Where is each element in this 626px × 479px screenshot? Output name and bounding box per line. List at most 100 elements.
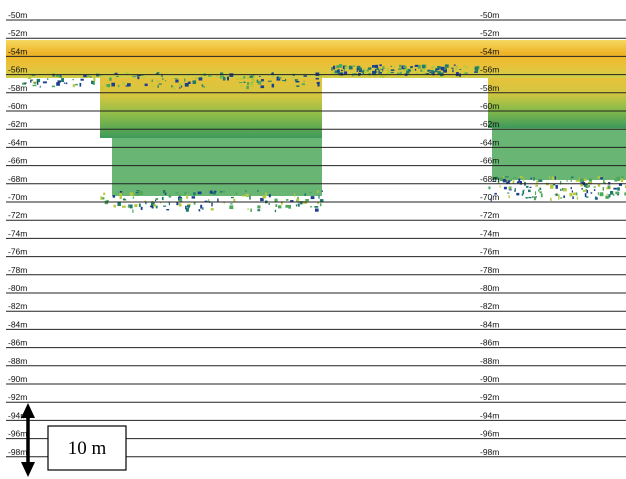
signal-speckle [65,82,68,85]
signal-speckle [184,78,186,82]
signal-speckle [424,64,427,69]
signal-speckle [172,86,175,90]
depth-label: -92m [8,392,27,402]
signal-speckle [290,200,294,203]
depth-label: -82m [8,301,27,311]
signal-speckle [161,196,164,201]
signal-speckle [452,69,454,73]
signal-speckle [588,178,593,182]
signal-speckle [575,192,578,196]
signal-speckle [521,193,524,196]
signal-speckle [285,79,287,82]
depth-label: -88m [480,356,499,366]
depth-label: -68m [480,174,499,184]
signal-speckle [233,198,236,202]
signal-speckle [30,79,32,83]
signal-speckle [178,83,182,87]
signal-speckle [603,180,605,184]
signal-speckle [187,203,191,206]
signal-speckle [356,70,358,72]
signal-speckle [334,70,339,74]
signal-speckle [584,183,588,187]
signal-speckle [239,82,242,84]
signal-speckle [602,187,604,191]
signal-speckle [208,75,212,77]
depth-label: -52m [8,28,27,38]
signal-speckle [250,208,252,212]
signal-speckle [508,186,511,189]
signal-speckle [340,69,343,72]
signal-speckle [613,193,615,196]
signal-speckle [286,199,289,201]
signal-speckle [414,68,417,71]
signal-speckle [425,73,430,75]
signal-speckle [315,208,319,212]
signal-speckle [137,76,140,80]
signal-speckle [275,204,278,207]
signal-speckle [319,75,322,78]
signal-speckle [204,200,208,202]
signal-speckle [132,75,137,78]
depth-label: -82m [480,301,499,311]
depth-label: -60m [8,101,27,111]
signal-speckle [421,69,425,72]
signal-speckle [435,68,438,72]
depth-label: -68m [8,174,27,184]
signal-speckle [116,75,119,77]
signal-speckle [586,196,589,198]
signal-speckle [502,178,506,183]
signal-speckle [570,176,574,178]
signal-speckle [342,65,345,70]
deep-scatter-points [22,64,626,213]
signal-speckle [378,72,381,74]
signal-speckle [316,81,320,84]
signal-speckle [151,202,155,207]
signal-speckle [618,183,622,186]
signal-speckle [276,76,281,81]
signal-speckle [363,69,368,73]
depth-label: -90m [8,374,27,384]
signal-speckle [533,177,535,181]
signal-speckle [615,191,620,195]
signal-speckle [617,187,620,191]
depth-label: -80m [480,283,499,293]
signal-speckle [576,196,579,200]
signal-speckle [492,180,496,182]
signal-speckle [93,77,96,82]
signal-speckle [36,78,41,83]
signal-speckle [106,84,111,88]
depth-label: -74m [480,228,499,238]
signal-speckle [356,68,361,71]
signal-speckle [124,72,129,75]
signal-speckle [229,205,234,210]
signal-speckle [257,205,261,209]
signal-speckle [103,192,106,196]
signal-speckle [239,78,244,80]
signal-speckle [155,205,158,209]
signal-speckle [91,80,94,84]
signal-speckle [579,178,584,182]
signal-speckle [318,195,320,199]
signal-speckle [249,75,253,78]
signal-speckle [136,75,140,77]
signal-speckle [256,79,259,83]
signal-speckle [555,193,558,196]
signal-speckle [155,199,157,202]
signal-speckle [614,178,618,182]
signal-speckle [57,80,61,83]
signal-speckle [132,209,134,213]
signal-speckle [490,197,492,202]
signal-speckle [297,196,299,199]
depth-label: -88m [8,356,27,366]
signal-speckle [386,72,390,76]
signal-speckle [185,208,189,212]
signal-speckle [613,187,617,190]
signal-speckle [597,176,601,179]
signal-speckle [379,69,383,73]
signal-speckle [488,186,491,190]
signal-speckle [593,186,596,188]
signal-speckle [563,195,565,198]
depth-label: -72m [8,210,27,220]
signal-speckle [222,77,226,81]
depth-label: -94m [480,410,499,420]
